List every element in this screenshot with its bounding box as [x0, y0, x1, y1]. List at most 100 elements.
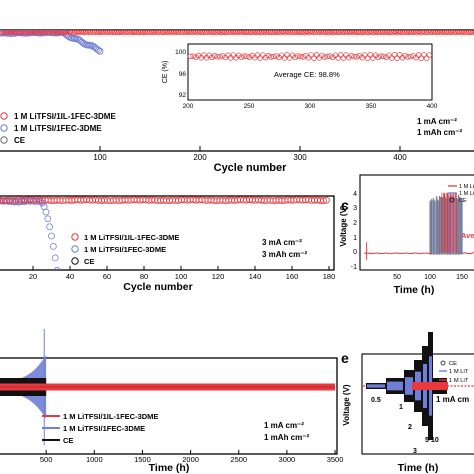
- il-ce-point: [288, 30, 295, 35]
- il-ce-point: [125, 30, 132, 36]
- il-ce-point: [224, 30, 231, 35]
- inset-x-tick-350: 350: [366, 103, 377, 110]
- il-ce-point: [305, 30, 313, 36]
- c-legend-ce: CE: [459, 198, 467, 204]
- bottom-x-tick-label: 3000: [279, 455, 296, 464]
- inset-ce-point: [364, 55, 371, 61]
- il-ce-point: [365, 30, 372, 36]
- il-ce-point: [433, 30, 440, 36]
- inset-ce-point: [238, 54, 245, 60]
- il-ce-point: [140, 30, 148, 36]
- mid-x-tick-label: 140: [249, 272, 262, 281]
- top-legend-marker-il: [0, 112, 8, 120]
- il-ce-point: [290, 30, 297, 35]
- fec-ce-point: [96, 47, 104, 55]
- inset-ce-point: [236, 52, 242, 59]
- fec-ce-point: [49, 242, 57, 250]
- il-ce-point: [248, 30, 256, 35]
- il-ce-point: [417, 30, 425, 36]
- fec-ce-point: [44, 215, 52, 223]
- il-ce-point: [48, 30, 55, 36]
- mid-legend-il: 1 M LiTFSI/1IL-1FEC-3DME: [84, 233, 179, 242]
- inset-ce-point: [308, 52, 314, 58]
- e-il-block: [412, 382, 448, 390]
- il-ce-point: [72, 30, 80, 36]
- top-x-label: Cycle number: [214, 162, 287, 174]
- top-areal-capacity: 1 mAh cm⁻²: [417, 128, 462, 137]
- il-ce-point: [105, 30, 113, 36]
- e-legend-ce: CE: [449, 361, 457, 367]
- inset-ce-point: [273, 53, 280, 59]
- c-x-tick-50: 50: [393, 274, 401, 281]
- inset-y-tick-92: 92: [179, 92, 187, 99]
- c-y-tick-neg1: -1: [351, 264, 357, 271]
- il-ce-point: [2, 30, 9, 35]
- il-ce-point: [228, 30, 236, 36]
- inset-ce-point: [246, 54, 253, 60]
- il-ce-point: [312, 30, 319, 35]
- il-ce-point: [81, 30, 88, 36]
- il-ce-point: [153, 30, 161, 36]
- bottom-legend-ce: CE: [63, 436, 73, 445]
- c-y-label: Voltage (V): [339, 205, 348, 247]
- il-ce-point: [314, 30, 322, 35]
- il-ce-point: [329, 30, 337, 36]
- mid-x-tick-label: 40: [66, 272, 74, 281]
- inset-average-ce: Average CE: 98.8%: [274, 70, 340, 79]
- bottom-panel: 500 1000 1500 2000 2500 3000 3500 Time (h) 1 M…: [0, 329, 343, 474]
- mid-series: [0, 196, 330, 270]
- inset-ce-point: [319, 52, 325, 59]
- inset-ce-point: [244, 53, 250, 60]
- inset-ce-point: [281, 55, 288, 61]
- il-ce-point: [422, 30, 429, 36]
- il-ce-point: [257, 30, 264, 36]
- il-ce-point: [21, 30, 29, 35]
- c-voltage-traces: [363, 192, 474, 260]
- il-ce-point: [442, 30, 449, 36]
- il-ce-point: [87, 30, 95, 35]
- bottom-areal-capacity: 1 mAh cm⁻²: [264, 433, 309, 442]
- fec-ce-point: [48, 232, 55, 240]
- il-ce-point: [323, 196, 330, 204]
- inset-ce-point: [297, 53, 304, 60]
- mid-axes-frame: [0, 195, 335, 271]
- bottom-legend-fec: 1 M LiTFSI/1FEC-3DME: [63, 424, 145, 433]
- il-ce-point: [426, 30, 434, 35]
- inset-ce-point: [214, 53, 221, 60]
- il-ce-point: [90, 30, 97, 35]
- il-ce-point: [28, 30, 36, 36]
- inset-ce-point: [321, 54, 328, 60]
- il-ce-point: [321, 30, 328, 36]
- inset-x-tick-250: 250: [244, 103, 255, 110]
- il-ce-point: [413, 30, 421, 36]
- il-ce-point: [65, 30, 73, 35]
- il-ce-point: [384, 30, 392, 36]
- il-ce-point: [145, 30, 152, 36]
- inset-ce-point: [311, 55, 317, 61]
- il-ce-point: [296, 30, 304, 36]
- il-ce-point: [61, 30, 69, 36]
- inset-series: [187, 51, 433, 61]
- e-legend-il: 1 M LiT: [449, 378, 469, 384]
- il-ce-point: [272, 30, 280, 36]
- il-ce-point: [356, 30, 363, 35]
- il-ce-point: [404, 30, 412, 35]
- il-ce-point: [169, 30, 176, 36]
- il-ce-point: [136, 30, 143, 35]
- il-ce-point: [261, 30, 269, 36]
- il-ce-point: [46, 30, 53, 35]
- c-x-tick-100: 100: [424, 274, 436, 281]
- inset-ce-point: [415, 52, 422, 58]
- inset-ce-point: [423, 55, 430, 61]
- top-current-density: 1 mA cm⁻²: [417, 117, 457, 126]
- il-ce-point: [200, 30, 207, 35]
- mid-x-label: Cycle number: [123, 281, 192, 293]
- il-ce-point: [233, 30, 240, 36]
- bottom-x-tick-label: 500: [40, 455, 53, 464]
- il-ce-point: [217, 30, 225, 36]
- il-ce-point: [448, 30, 456, 35]
- il-ce-point: [446, 30, 454, 35]
- inset-ce-point: [340, 55, 347, 61]
- il-ce-point: [189, 30, 196, 36]
- bottom-x-tick-label: 1500: [134, 455, 151, 464]
